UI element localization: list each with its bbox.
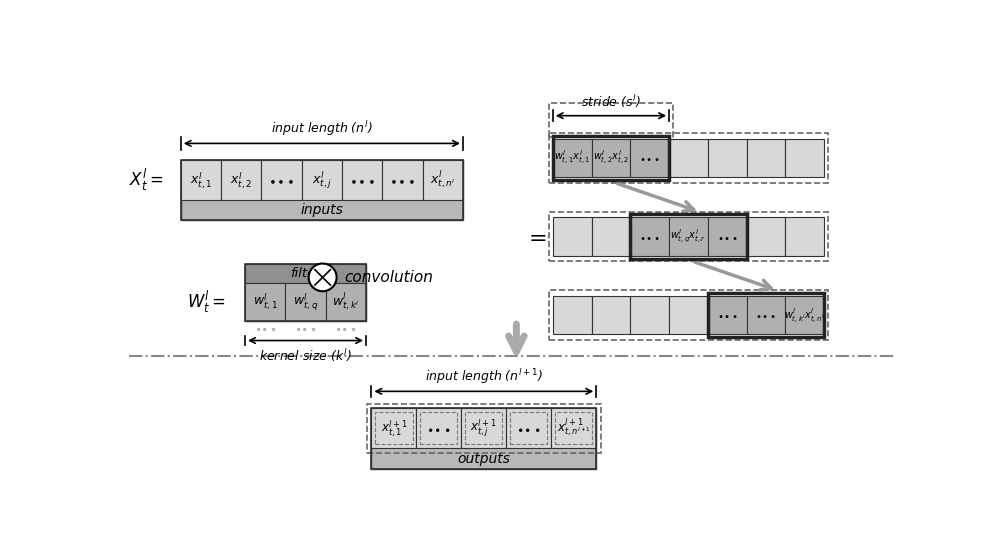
Text: $\bullet\!\bullet\!\bullet$: $\bullet\!\bullet\!\bullet$ (349, 174, 375, 187)
Circle shape (309, 264, 337, 291)
Text: input length ($n^{l+1}$): input length ($n^{l+1}$) (425, 367, 543, 386)
Bar (549, 290, 828, 340)
Bar (708, 296, 747, 334)
Bar (785, 296, 824, 334)
Bar (549, 103, 673, 137)
Text: $\circ\circ\circ$: $\circ\circ\circ$ (295, 324, 316, 334)
Bar (245, 264, 366, 321)
Text: $x^l_{t,j}$: $x^l_{t,j}$ (312, 170, 332, 191)
Text: $x^l_{t,n^l}$: $x^l_{t,n^l}$ (430, 169, 455, 191)
Text: stride ($s^l$): stride ($s^l$) (581, 94, 641, 110)
Bar (553, 217, 592, 256)
Bar (785, 139, 824, 177)
Text: $w^l_{t,q}x^l_{t,r}$: $w^l_{t,q}x^l_{t,r}$ (670, 228, 706, 245)
Bar (669, 139, 708, 177)
Text: $w^l_{t,2}x^l_{t,2}$: $w^l_{t,2}x^l_{t,2}$ (593, 149, 629, 167)
Text: kernel size ($k^l$): kernel size ($k^l$) (259, 347, 352, 364)
Bar (245, 283, 285, 321)
Bar (261, 160, 302, 200)
Bar (551, 408, 596, 449)
Bar (371, 408, 416, 449)
Bar (371, 408, 596, 469)
Bar (747, 139, 785, 177)
Text: $\bullet\!\bullet\!\bullet$: $\bullet\!\bullet\!\bullet$ (516, 422, 541, 435)
Text: $\bullet\!\bullet\!\bullet$: $\bullet\!\bullet\!\bullet$ (268, 174, 295, 187)
Bar (553, 139, 592, 177)
Text: $W^l_t =$: $W^l_t =$ (187, 289, 226, 315)
Bar (555, 412, 592, 445)
Text: input length ($n^l$): input length ($n^l$) (271, 119, 373, 138)
Bar (630, 296, 669, 334)
Bar (553, 296, 592, 334)
Bar (553, 136, 669, 181)
Bar (326, 283, 366, 321)
Text: $\circ\circ\circ$: $\circ\circ\circ$ (255, 324, 276, 334)
Bar (302, 160, 342, 200)
Bar (461, 408, 506, 449)
Text: $w^l_{t,q}$: $w^l_{t,q}$ (293, 292, 318, 313)
Text: $w^l_{t,1}x^l_{t,1}$: $w^l_{t,1}x^l_{t,1}$ (554, 149, 590, 167)
Bar (630, 217, 669, 256)
Text: filter: filter (290, 266, 321, 280)
Text: $w^l_{t,1}$: $w^l_{t,1}$ (253, 292, 278, 312)
Text: $\bullet\!\bullet\!\bullet$: $\bullet\!\bullet\!\bullet$ (426, 422, 451, 435)
Text: $x^{l+1}_{t,n^{l+1}}$: $x^{l+1}_{t,n^{l+1}}$ (557, 417, 591, 439)
Bar (747, 296, 785, 334)
Bar (342, 160, 382, 200)
Bar (181, 160, 463, 220)
Bar (382, 160, 423, 200)
Bar (549, 133, 828, 183)
Bar (747, 217, 785, 256)
Bar (285, 283, 326, 321)
Bar (181, 160, 221, 200)
Bar (549, 212, 828, 261)
Bar (708, 217, 747, 256)
Bar (592, 296, 630, 334)
Text: $\bullet\!\bullet\!\bullet$: $\bullet\!\bullet\!\bullet$ (717, 231, 738, 242)
Bar (630, 139, 669, 177)
Bar (221, 160, 261, 200)
Bar (371, 408, 596, 469)
Bar (708, 293, 824, 337)
Bar (245, 264, 366, 283)
Bar (785, 217, 824, 256)
Text: $\bullet\!\bullet\!\bullet$: $\bullet\!\bullet\!\bullet$ (389, 174, 416, 187)
Text: $w^l_{t,k^l}x^l_{t,n^l}$: $w^l_{t,k^l}x^l_{t,n^l}$ (784, 306, 825, 324)
Text: $\bullet\!\bullet\!\bullet$: $\bullet\!\bullet\!\bullet$ (639, 153, 660, 163)
Bar (245, 264, 366, 321)
Bar (510, 412, 547, 445)
Text: outputs: outputs (457, 452, 510, 465)
Text: $x^l_{t,2}$: $x^l_{t,2}$ (230, 170, 252, 191)
Bar (181, 160, 463, 220)
Bar (465, 412, 502, 445)
Text: $=$: $=$ (524, 226, 547, 247)
Bar (423, 160, 463, 200)
Bar (367, 404, 601, 453)
Text: $x^{l+1}_{t,j}$: $x^{l+1}_{t,j}$ (470, 417, 497, 439)
Text: $\bullet\!\bullet\!\bullet$: $\bullet\!\bullet\!\bullet$ (639, 231, 660, 242)
Bar (506, 408, 551, 449)
Bar (669, 217, 708, 256)
Text: $x^l_{t,1}$: $x^l_{t,1}$ (190, 170, 212, 191)
Text: $\circ\circ\circ$: $\circ\circ\circ$ (335, 324, 357, 334)
Text: $x^{l+1}_{t,1}$: $x^{l+1}_{t,1}$ (381, 418, 407, 439)
Bar (375, 412, 413, 445)
Text: convolution: convolution (344, 270, 433, 285)
Text: $w^l_{t,k^l}$: $w^l_{t,k^l}$ (332, 291, 360, 313)
Bar (708, 139, 747, 177)
Text: $\bullet\!\bullet\!\bullet$: $\bullet\!\bullet\!\bullet$ (717, 310, 738, 320)
Text: $\bullet\!\bullet\!\bullet$: $\bullet\!\bullet\!\bullet$ (755, 310, 777, 320)
Text: inputs: inputs (300, 203, 343, 217)
Bar (416, 408, 461, 449)
Bar (630, 214, 747, 259)
Bar (669, 296, 708, 334)
Bar (420, 412, 457, 445)
Text: $X^l_t =$: $X^l_t =$ (129, 167, 163, 194)
Bar (592, 139, 630, 177)
Bar (592, 217, 630, 256)
